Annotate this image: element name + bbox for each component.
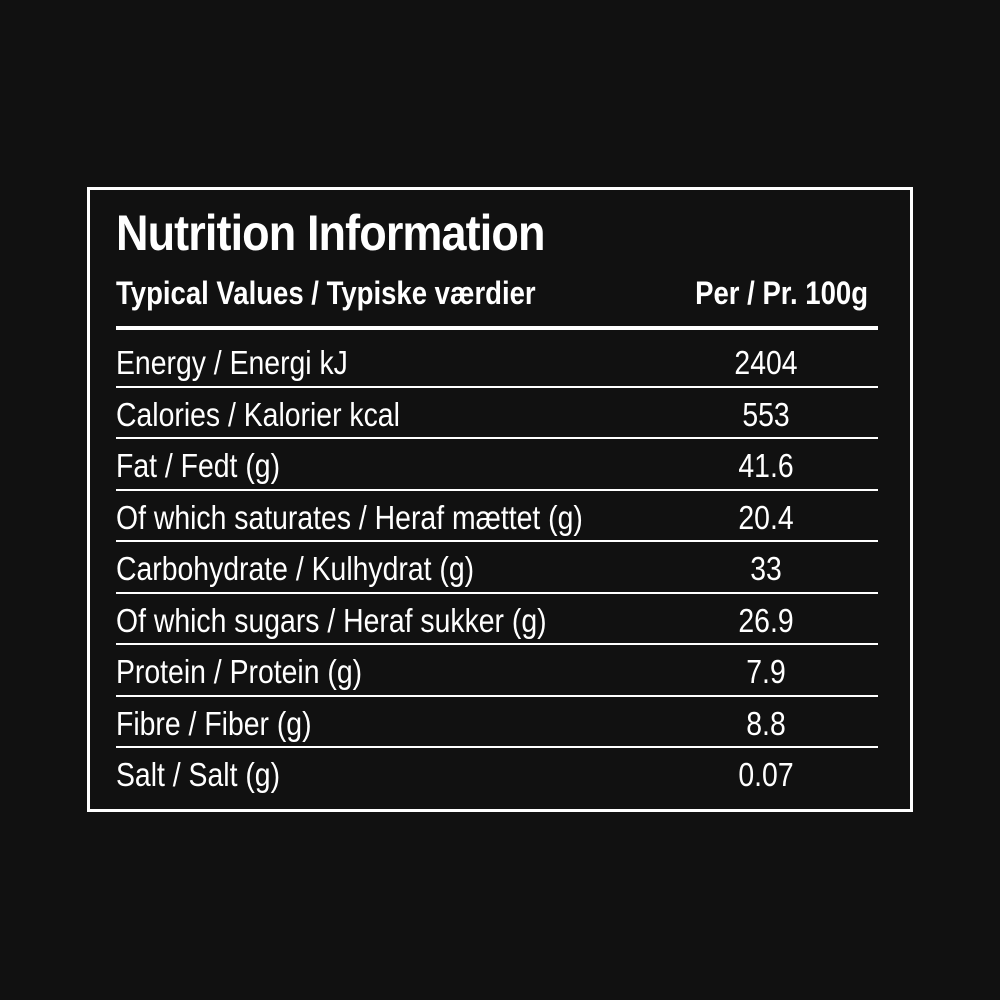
nutrient-label: Energy / Energi kJ	[116, 344, 348, 381]
nutrient-row-carbohydrate: Carbohydrate / Kulhydrat (g) 33	[116, 542, 878, 594]
nutrient-label: Calories / Kalorier kcal	[116, 395, 400, 433]
nutrition-panel: Nutrition Information Typical Values / T…	[87, 187, 913, 812]
nutrient-label: Protein / Protein (g)	[116, 653, 363, 690]
panel-title: Nutrition Information	[116, 205, 545, 261]
nutrient-value: 26.9	[738, 601, 794, 639]
nutrient-row-calories: Calories / Kalorier kcal 553	[116, 388, 878, 439]
nutrient-label: Carbohydrate / Kulhydrat (g)	[116, 550, 475, 587]
nutrient-label: Fat / Fedt (g)	[116, 447, 281, 484]
nutrient-value: 7.9	[746, 653, 786, 690]
nutrient-value: 33	[750, 550, 782, 587]
column-header-row: Typical Values / Typiske værdier Per / P…	[116, 275, 878, 315]
typical-values-header: Typical Values / Typiske værdier	[116, 275, 536, 311]
nutrient-row-saturates: Of which saturates / Heraf mættet (g) 20…	[116, 491, 878, 542]
nutrient-row-sugars: Of which sugars / Heraf sukker (g) 26.9	[116, 594, 878, 645]
nutrient-value: 553	[742, 395, 790, 433]
nutrient-row-energy: Energy / Energi kJ 2404	[116, 336, 878, 388]
header-divider	[116, 326, 878, 330]
nutrient-label: Salt / Salt (g)	[116, 756, 281, 793]
nutrient-label: Fibre / Fiber (g)	[116, 704, 312, 742]
nutrient-value: 2404	[734, 344, 798, 381]
nutrient-value: 20.4	[738, 498, 794, 536]
nutrient-label: Of which sugars / Heraf sukker (g)	[116, 601, 547, 639]
nutrient-row-protein: Protein / Protein (g) 7.9	[116, 645, 878, 697]
nutrient-row-fat: Fat / Fedt (g) 41.6	[116, 439, 878, 491]
nutrient-row-salt: Salt / Salt (g) 0.07	[116, 748, 878, 800]
nutrient-value: 8.8	[746, 704, 786, 742]
nutrient-value: 0.07	[738, 756, 794, 793]
nutrient-list: Energy / Energi kJ 2404 Calories / Kalor…	[116, 336, 878, 800]
nutrient-value: 41.6	[738, 447, 794, 484]
nutrient-label: Of which saturates / Heraf mættet (g)	[116, 498, 583, 536]
per-100g-header: Per / Pr. 100g	[695, 275, 868, 311]
nutrient-row-fibre: Fibre / Fiber (g) 8.8	[116, 697, 878, 748]
